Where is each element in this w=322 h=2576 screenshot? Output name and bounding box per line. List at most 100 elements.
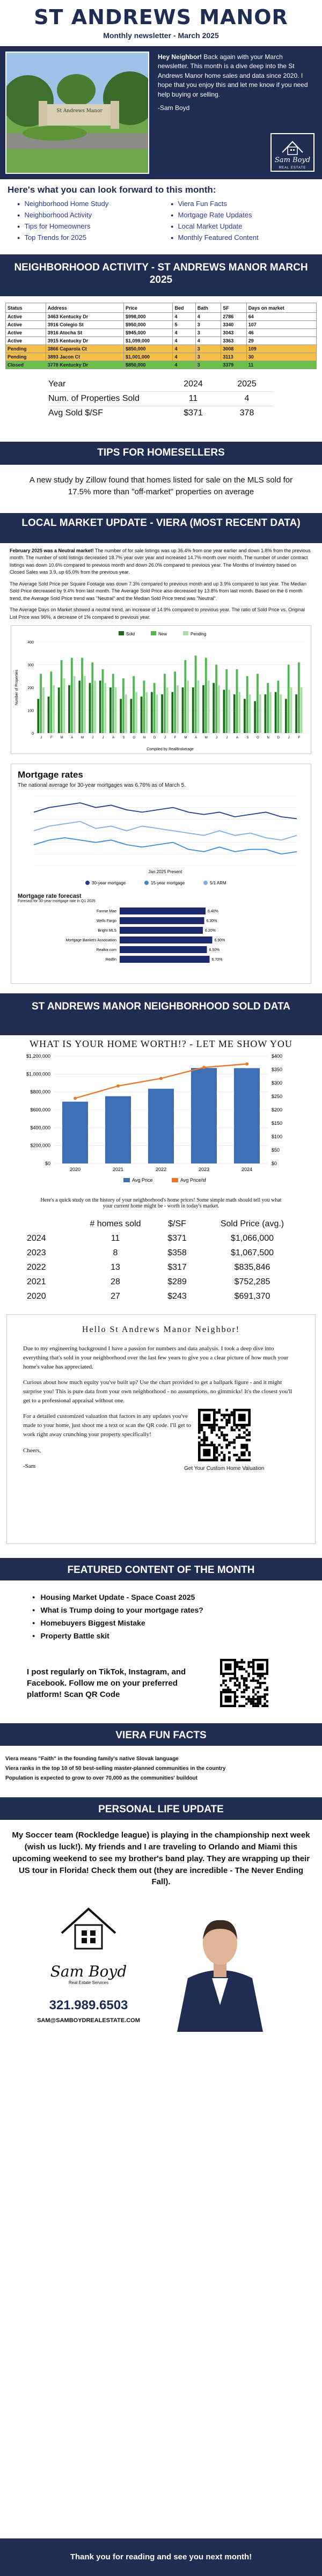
sold-chart: WHAT IS YOUR HOME WORTH!? - LET ME SHOW …	[5, 1038, 317, 1194]
x-tick-label: A	[112, 736, 114, 740]
x-tick-label: 2024	[241, 1167, 252, 1172]
forecast-label: Fannie Mae	[97, 910, 116, 913]
bar-new	[163, 674, 166, 734]
featured-item[interactable]: Housing Market Update - Space Coast 2025	[32, 1591, 203, 1604]
bar-sold	[295, 694, 297, 734]
bar-sold	[47, 697, 50, 734]
table-cell: 3113	[221, 353, 247, 361]
topics-left-list: Neighborhood Home Study Neighborhood Act…	[8, 199, 161, 244]
house-logo-icon	[61, 1907, 116, 1950]
table-cell: 30	[246, 353, 317, 361]
table-row: Active 3916 Colegio St $950,000 5 3 3340 107	[5, 320, 317, 329]
bar-sold	[130, 699, 133, 734]
table-cell: 3043	[221, 328, 247, 337]
legend-label: 15-year mortgage	[151, 881, 185, 885]
x-tick-label: N	[143, 736, 145, 740]
y2-tick-label: $100	[272, 1134, 282, 1139]
table-cell: 3916 Atocha St	[45, 328, 124, 337]
table-cell: 11	[246, 361, 317, 369]
table-cell: 2020	[27, 1291, 46, 1301]
x-tick-label: 2020	[70, 1167, 80, 1172]
bar-pending	[187, 680, 189, 734]
bar-new	[101, 669, 104, 734]
bar-sold	[78, 680, 81, 734]
topics-right-list: Viera Fun Facts Mortgage Rate Updates Lo…	[161, 199, 314, 244]
bar-pending	[135, 692, 137, 734]
legend-label: 5/1 ARM	[210, 881, 226, 885]
x-tick-label: J	[226, 736, 228, 740]
table-cell: 3379	[221, 361, 247, 369]
bar-new	[204, 658, 207, 734]
contact-phone[interactable]: 321.989.6503	[49, 1998, 128, 2013]
x-tick-label: S	[122, 736, 125, 740]
market-paragraph: The Average Days on Market showed a neut…	[10, 607, 305, 620]
table-cell: Active	[5, 328, 46, 337]
contact-email[interactable]: SAM@SAMBOYDREALESTATE.COM	[37, 2017, 140, 2024]
y-tick-label: $200,000	[30, 1143, 50, 1148]
featured-item[interactable]: What is Trump doing to your mortgage rat…	[32, 1604, 203, 1617]
forecast-label: Bright MLS	[98, 929, 116, 933]
table-cell: $850,000	[123, 361, 173, 369]
valuation-qr-code[interactable]	[197, 1408, 251, 1461]
bar-avg-price	[148, 1088, 174, 1164]
table-cell: 28	[111, 1277, 120, 1286]
bar-new	[257, 674, 259, 734]
y-tick-label: 300	[27, 664, 34, 668]
bar-sold	[89, 683, 91, 734]
bar-pending	[259, 694, 261, 734]
list-item: Neighborhood Home Study	[17, 199, 161, 210]
bar-pending	[217, 685, 220, 734]
bar-new	[267, 683, 269, 734]
table-cell: 3916 Colegio St	[45, 320, 124, 329]
table-cell: 3008	[221, 345, 247, 353]
table-cell: 3	[195, 345, 222, 353]
table-cell: 5	[172, 320, 196, 329]
bar-new	[297, 662, 300, 734]
column-header: Bath	[195, 303, 222, 313]
table-cell: $752,285	[234, 1277, 270, 1286]
table-cell: 4	[172, 312, 196, 321]
bar-new	[246, 676, 248, 734]
legend-swatch	[172, 1178, 178, 1183]
hero-message: Hey Neighbor! Back again with your March…	[155, 46, 322, 179]
letter-signature: -Sam	[23, 1462, 36, 1469]
line-point	[202, 1066, 206, 1070]
y2-tick-label: $300	[272, 1080, 282, 1086]
market-band: LOCAL MARKET UPDATE - VIERA (MOST RECENT…	[0, 513, 322, 543]
forecast-value: 6.50%	[209, 948, 220, 952]
social-qr-code[interactable]	[220, 1659, 268, 1708]
table-cell: 107	[246, 320, 317, 329]
col-header: # homes sold	[90, 1219, 141, 1228]
this-month-heading: Here's what you can look forward to this…	[8, 185, 216, 195]
bar-sold	[181, 687, 184, 734]
bar-new	[287, 664, 290, 734]
table-cell: 4	[172, 353, 196, 361]
legend-swatch	[203, 881, 208, 885]
list-item: Neighborhood Activity	[17, 210, 161, 221]
stats-label: Num. of Properties Sold	[48, 394, 140, 403]
bar-avg-price	[234, 1068, 260, 1164]
newsletter-subtitle: Monthly newsletter - March 2025	[103, 31, 219, 40]
x-tick-label: A	[71, 736, 73, 740]
column-header: Bed	[172, 303, 196, 313]
featured-item[interactable]: Property Battle skit	[32, 1630, 203, 1643]
featured-item[interactable]: Homebuyers Biggest Mistake	[32, 1617, 203, 1630]
social-text: I post regularly on TikTok, Instagram, a…	[27, 1667, 186, 1699]
hero-signoff: -Sam Boyd	[158, 104, 190, 112]
bar-new	[70, 658, 73, 734]
bar-sold	[171, 692, 174, 734]
table-cell: 3340	[221, 320, 247, 329]
table-cell: $998,000	[123, 312, 173, 321]
table-row: 2024 11 $371 $1,066,000	[27, 1231, 295, 1246]
y-tick-label: 400	[27, 641, 34, 645]
table-cell: 3	[195, 320, 222, 329]
column-header: Status	[5, 303, 46, 313]
mortgage-line-chart: Jan 2025 Present 30-year mortgage 15-year …	[33, 795, 297, 885]
stats-year-2025: 2025	[237, 379, 257, 389]
bar-new	[50, 671, 53, 734]
bar-new	[277, 680, 280, 734]
legend-label: Avg Price/sf	[180, 1177, 206, 1183]
x-tick-label: F	[174, 736, 177, 740]
table-cell: $1,067,500	[230, 1248, 274, 1257]
